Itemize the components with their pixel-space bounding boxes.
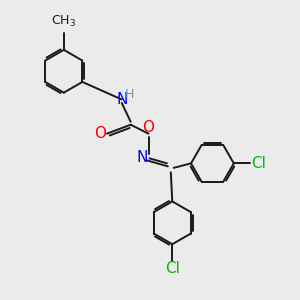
Text: O: O xyxy=(94,126,106,141)
Text: O: O xyxy=(142,120,154,135)
Text: N: N xyxy=(116,92,128,107)
Text: N: N xyxy=(137,150,148,165)
Text: Cl: Cl xyxy=(165,261,180,276)
Text: Cl: Cl xyxy=(251,156,266,171)
Text: CH$_3$: CH$_3$ xyxy=(51,14,76,29)
Text: H: H xyxy=(125,88,134,100)
